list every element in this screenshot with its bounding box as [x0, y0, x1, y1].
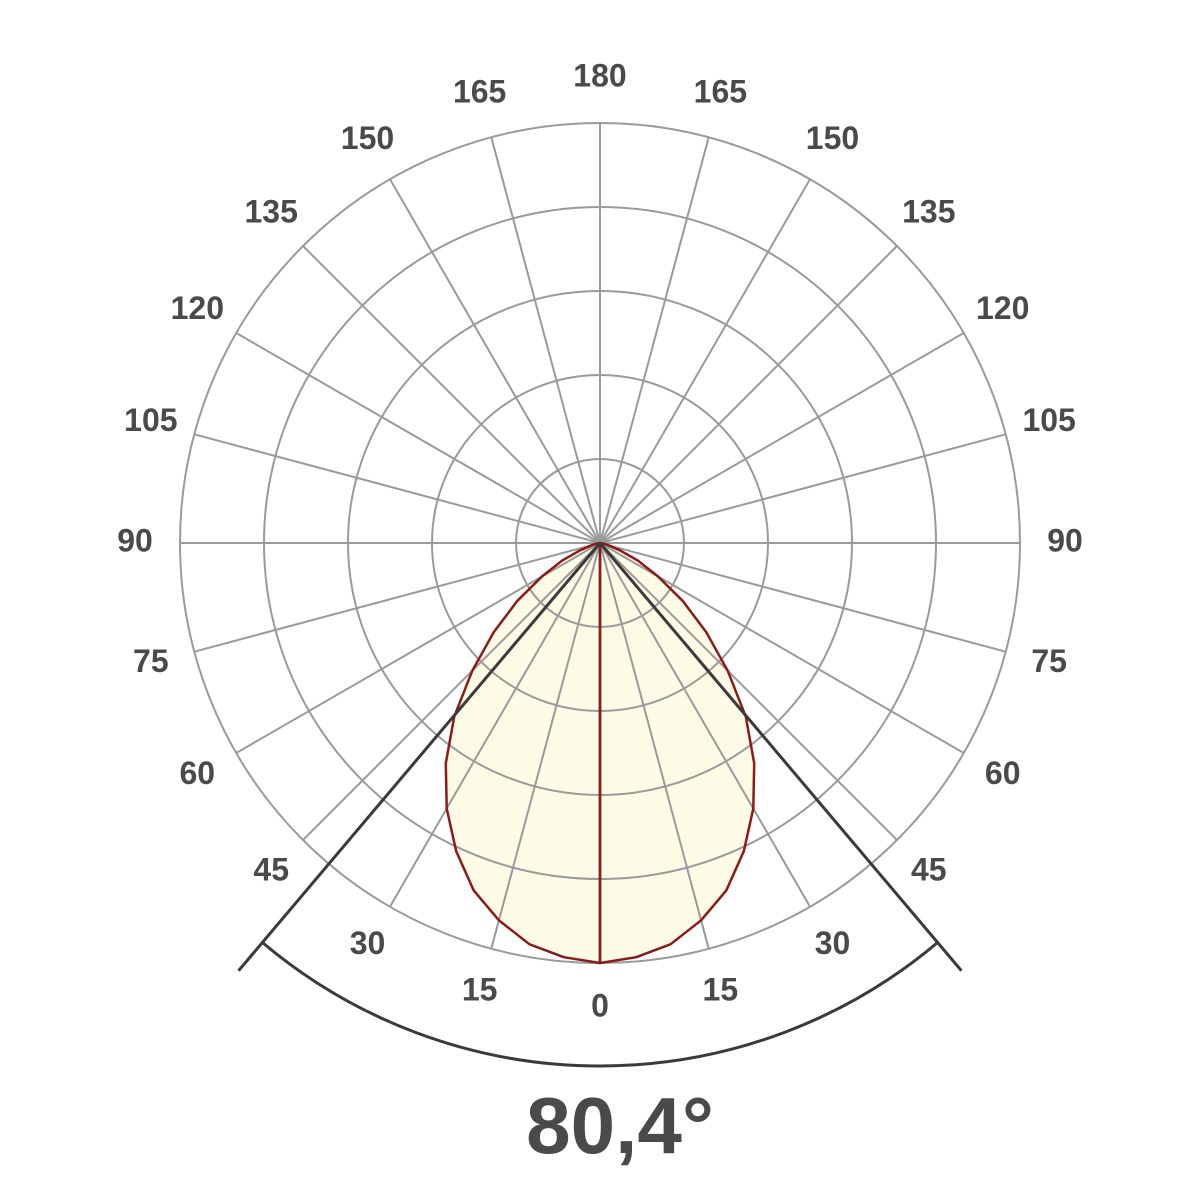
angle-tick-label: 90: [117, 522, 153, 558]
grid-spoke: [194, 433, 601, 544]
grid-spoke: [599, 245, 898, 544]
grid-spoke: [302, 542, 601, 841]
angle-tick-label: 0: [591, 987, 609, 1023]
grid-spoke: [599, 542, 710, 949]
grid-spoke: [389, 178, 601, 544]
grid-spoke: [599, 542, 898, 841]
grid-spoke: [599, 137, 710, 544]
intensity-curve: [600, 543, 755, 963]
angle-tick-label: 45: [253, 851, 289, 887]
angle-tick-label: 165: [694, 73, 747, 109]
angle-tick-label: 75: [1031, 643, 1067, 679]
beam-angle-label: 80,4°: [526, 1081, 714, 1170]
beam-line: [237, 542, 602, 972]
angle-tick-label: 105: [1022, 402, 1075, 438]
beam-arc: [261, 941, 939, 1068]
beam-line: [598, 542, 963, 972]
grid-spoke: [599, 433, 1006, 544]
angle-tick-label: 60: [180, 755, 216, 791]
angle-tick-label: 30: [350, 925, 386, 961]
angle-tick-label: 90: [1047, 522, 1083, 558]
angle-tick-label: 15: [462, 972, 498, 1008]
angle-tick-label: 150: [806, 120, 859, 156]
grid-spoke: [302, 245, 601, 544]
grid-spoke: [235, 332, 601, 544]
angle-tick-label: 135: [245, 194, 298, 230]
grid-spoke: [599, 178, 811, 544]
grid-spoke: [599, 542, 1006, 653]
angle-tick-label: 105: [124, 402, 177, 438]
angle-tick-label: 165: [453, 73, 506, 109]
grid-spoke: [599, 542, 811, 908]
angle-tick-label: 150: [341, 120, 394, 156]
grid-spoke: [389, 542, 601, 908]
grid-spoke: [490, 542, 601, 949]
grid-spoke: [490, 137, 601, 544]
grid-spoke: [194, 542, 601, 653]
angle-tick-label: 15: [703, 972, 739, 1008]
angle-tick-label: 60: [985, 755, 1021, 791]
angle-tick-label: 180: [573, 57, 626, 93]
intensity-curve: [445, 543, 600, 963]
angle-tick-label: 135: [902, 194, 955, 230]
angle-tick-label: 75: [133, 643, 169, 679]
angle-tick-label: 120: [976, 290, 1029, 326]
grid-spoke: [599, 332, 965, 544]
angle-tick-label: 120: [171, 290, 224, 326]
angle-tick-label: 30: [815, 925, 851, 961]
angle-tick-label: 45: [911, 851, 947, 887]
